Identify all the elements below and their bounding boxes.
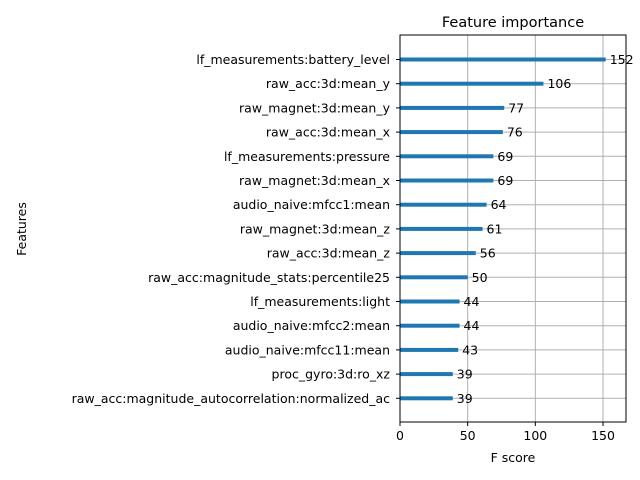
bar: [400, 81, 544, 86]
bar-value-label: 44: [464, 318, 480, 333]
bar-value-label: 56: [480, 246, 496, 261]
bar: [400, 178, 494, 183]
y-tick-label: raw_magnet:3d:mean_y: [239, 100, 391, 115]
y-tick-label: raw_acc:3d:mean_y: [266, 76, 391, 91]
y-tick-label: lf_measurements:pressure: [224, 149, 390, 164]
x-tick-label: 100: [523, 428, 547, 443]
y-tick-label: raw_acc:magnitude_stats:percentile25: [148, 270, 390, 285]
x-tick-label: 50: [460, 428, 476, 443]
y-tick-label: audio_naive:mfcc2:mean: [233, 318, 390, 333]
bar: [400, 251, 476, 256]
bar-value-label: 44: [464, 294, 480, 309]
bar: [400, 154, 494, 159]
x-tick-labels: 0 50 100 150: [396, 422, 615, 443]
bars: [400, 57, 606, 401]
bar: [400, 57, 606, 62]
chart-title: Feature importance: [442, 15, 584, 31]
y-tick-label: audio_naive:mfcc1:mean: [233, 197, 390, 212]
y-tick-labels: lf_measurements:battery_level raw_acc:3d:…: [72, 52, 400, 406]
y-tick-label: raw_acc:magnitude_autocorrelation:normal…: [72, 391, 391, 406]
y-tick-label: raw_magnet:3d:mean_z: [240, 221, 391, 236]
x-tick-label: 0: [396, 428, 404, 443]
bar-value-label: 43: [462, 342, 478, 357]
bar-value-label: 50: [472, 270, 488, 285]
bar: [400, 323, 460, 328]
bar: [400, 275, 468, 280]
bar-value-label: 76: [507, 125, 523, 140]
value-labels: 152 106 77 76 69 69 64 61 56 50 44 44 43 39 39: [457, 52, 634, 406]
x-tick-label: 150: [591, 428, 615, 443]
x-axis-label: F score: [491, 450, 536, 465]
y-tick-label: raw_magnet:3d:mean_x: [239, 173, 390, 188]
y-tick-label: raw_acc:3d:mean_x: [266, 125, 390, 140]
bar-value-label: 106: [547, 76, 571, 91]
bar: [400, 347, 459, 352]
bar-value-label: 39: [457, 367, 473, 382]
bar: [400, 202, 487, 207]
bar-value-label: 77: [508, 100, 524, 115]
bar-value-label: 64: [491, 197, 507, 212]
bar-value-label: 69: [497, 173, 513, 188]
bar: [400, 396, 453, 401]
bar-value-label: 61: [487, 221, 503, 236]
bar-value-label: 152: [610, 52, 634, 67]
y-tick-label: audio_naive:mfcc11:mean: [225, 342, 390, 357]
bar: [400, 226, 483, 231]
y-axis-label: Features: [14, 202, 29, 256]
y-tick-label: proc_gyro:3d:ro_xz: [272, 367, 391, 382]
y-tick-label: raw_acc:3d:mean_z: [267, 246, 391, 261]
y-tick-label: lf_measurements:battery_level: [196, 52, 390, 67]
bar: [400, 105, 505, 110]
y-tick-label: lf_measurements:light: [250, 294, 390, 309]
bar: [400, 130, 503, 135]
bar-value-label: 69: [497, 149, 513, 164]
bar-value-label: 39: [457, 391, 473, 406]
bar: [400, 372, 453, 377]
bar: [400, 299, 460, 304]
